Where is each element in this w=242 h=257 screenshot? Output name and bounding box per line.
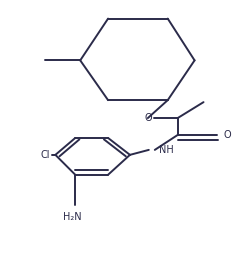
Text: H₂N: H₂N	[63, 212, 82, 222]
Text: NH: NH	[159, 145, 174, 155]
Text: Cl: Cl	[40, 150, 50, 160]
Text: O: O	[144, 113, 152, 123]
Text: O: O	[224, 130, 231, 140]
